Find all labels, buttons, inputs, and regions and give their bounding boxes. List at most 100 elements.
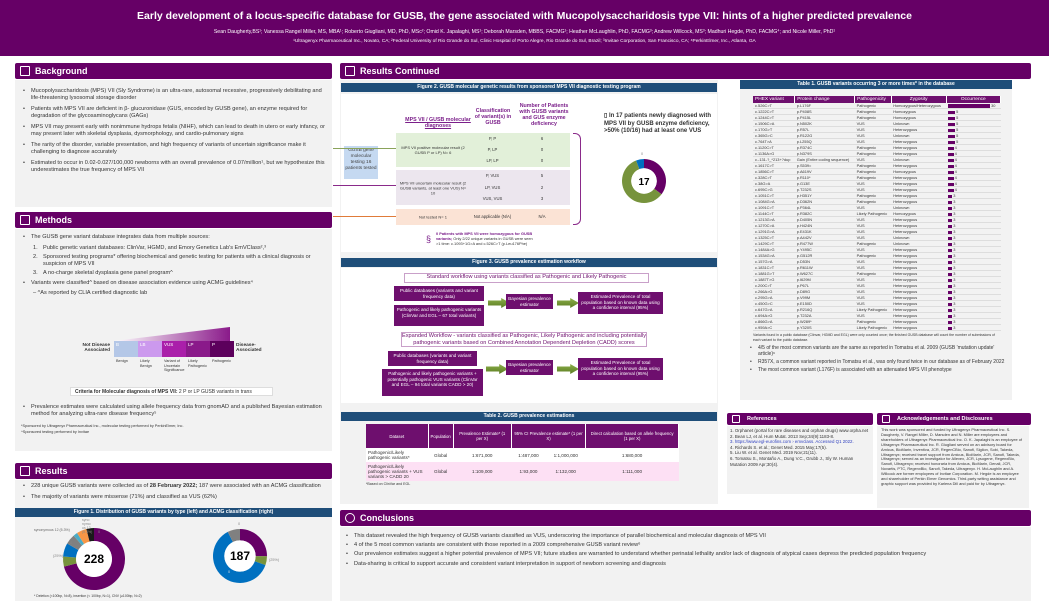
table-row: c.866G>A p.W289* Pathogenic Heterozygous 3 <box>753 318 1001 326</box>
cell: c.365G>C <box>753 132 795 140</box>
donut-segment <box>67 535 83 551</box>
scale-left-label: Not Disease Associated <box>82 343 110 353</box>
table-row: c.1270C>A p.H424N VUS Heterozygous 3 <box>753 222 1001 230</box>
cell: c.1213G>A <box>753 216 795 224</box>
cell: c.328C>T <box>753 174 795 182</box>
table-row: c.170G>T p.R57L VUS Heterozygous 5 <box>753 126 1001 134</box>
cell: Gain (Entire coding sequence) <box>794 156 855 164</box>
donut-segment <box>63 543 79 558</box>
donut-hole <box>224 540 256 572</box>
classification: VUS, VUS <box>482 196 503 202</box>
occurrence-cell: 5 <box>946 120 1001 128</box>
table-row: c.450G>C p.E150D VUS Heterozygous 3 <box>753 300 1001 308</box>
occurrence-cell: 3 <box>946 318 1001 326</box>
dna-icon: § <box>426 234 432 244</box>
bullet: This dataset revealed the high frequency… <box>344 533 1027 540</box>
cell: Pathogenic <box>854 144 892 152</box>
positive-group: MPS VII positive molecular result (2 GUS… <box>396 133 570 167</box>
occurrence-bar <box>948 326 953 331</box>
reference-link[interactable]: 3. https://www.egl-eurofins.com › emvcla… <box>730 439 854 445</box>
footnote: *Sponsored by Ultragenyx Pharmaceutical … <box>21 424 184 429</box>
callout-text: In 17 patients newly diagnosed with MPS … <box>604 113 711 134</box>
occurrence-cell: 30 <box>946 103 1001 110</box>
cell: Heterozygous <box>891 258 947 266</box>
occurrence-bar <box>948 290 953 295</box>
num: 3. <box>33 270 38 277</box>
group-label: MPS VII positive molecular result (2 GUS… <box>401 145 465 155</box>
num: 1. <box>33 244 38 251</box>
occurrence-value: 3 <box>953 265 956 271</box>
table1-note: Variants found in a public database (Cli… <box>753 333 995 342</box>
t: 228 unique GUSB variants were collected … <box>31 483 150 489</box>
section-title: Acknowledgements and Disclosures <box>897 416 993 422</box>
table-row: c.1881G>T p.W627C Pathogenic Heterozygous 3 <box>753 270 1001 278</box>
class-name: Pathogenic <box>212 359 231 363</box>
table-row: c.1617C>T p.S539= Pathogenic Heterozygous 4 <box>753 162 1001 170</box>
cell: p.R611W <box>794 264 855 272</box>
cell: VUS <box>854 138 892 146</box>
cell: p.A619V <box>794 168 855 176</box>
table-row: Pathogenic/Likely pathogenic variants* G… <box>366 448 679 462</box>
table-row: c.1120C>T p.R374C Pathogenic Heterozygous 4 <box>753 144 1001 152</box>
occurrence-value: 3 <box>953 313 956 319</box>
bullet: R357X, a common variant reported in Toma… <box>748 359 1010 366</box>
cell: c.1881G>T <box>753 270 795 278</box>
cell: Homozygous <box>891 168 947 176</box>
bullet: Mucopolysaccharidosis (MPS) VII (Sly Syn… <box>21 88 326 102</box>
cell: VUS <box>854 180 892 188</box>
cell: Unknown <box>891 240 947 248</box>
criteria-box: Criteria for Molecular diagnosis of MPS … <box>70 387 273 396</box>
cell: Pathogenic <box>854 270 892 278</box>
occurrence-bar <box>948 206 953 211</box>
donut-hole <box>76 541 112 577</box>
cell: VUS <box>854 246 892 254</box>
occurrence-cell: 3 <box>946 294 1001 302</box>
occurrence-bar <box>948 158 954 163</box>
acmg-class-p: P Pathogenic <box>210 341 234 373</box>
table-row: c.1144C>T p.R382C Likely Pathogenic Homozyg… <box>753 210 1001 218</box>
figure1-note: * Deletion (<100bp, N=8), insertion (< 1… <box>34 594 142 598</box>
cell: c.647G>A <box>753 306 795 314</box>
uncertain-group: MPS VII uncertain molecular result (2 GU… <box>396 170 570 205</box>
occurrence-cell: 4 <box>946 186 1001 194</box>
cell: Heterozygous <box>891 288 947 296</box>
donut-segment <box>254 556 267 566</box>
cell: 1:109,000 <box>472 469 493 474</box>
table-row: c.694A>G p.T232A VUS Heterozygous 3 <box>753 312 1001 320</box>
cell: VUS <box>854 120 892 128</box>
cell: VUS <box>854 126 892 134</box>
cell: c.1887T>G <box>753 276 795 284</box>
cell: Pathogenic <box>854 318 892 326</box>
occurrence-value: 3 <box>953 319 956 325</box>
cell: c.-131-?_*213+?dup <box>753 156 795 164</box>
cell: c.1534G>A <box>753 252 795 260</box>
cell: p.P67L <box>794 282 855 290</box>
table-row: c.526C>T p.L176F Pathogenic Homozygous/Hete… <box>753 103 1001 110</box>
text: Sponsored testing programs* offering bio… <box>43 253 311 268</box>
patient-count: 6 <box>540 135 544 141</box>
cell: c.200C>T <box>753 282 795 290</box>
cell: VUS <box>854 312 892 320</box>
occurrence-bar <box>948 302 953 307</box>
col-header: Protein change <box>794 96 856 103</box>
figure2-title: Figure 2. GUSB molecular genetic results… <box>341 83 717 92</box>
occurrence-value: 5 <box>956 121 959 127</box>
prevalence-table: Dataset Population Prevalence Estimate* … <box>366 424 679 481</box>
donut-segment <box>622 160 662 203</box>
table-row: c.647G>A p.R216Q Likely Pathogenic Heterozy… <box>753 306 1001 314</box>
bullet: The rarity of the disorder, variable pre… <box>21 142 326 156</box>
cell: Pathogenic <box>854 192 892 200</box>
classification: P, P <box>488 135 497 141</box>
class-code: B <box>114 341 138 357</box>
occurrence-value: 3 <box>953 199 956 205</box>
cell: Heterozygous <box>891 180 947 188</box>
reference: 5. Liu W. et al. Genet Med. 2019 Nov;21(… <box>730 450 817 456</box>
reference: 4. Richards S. et al.; Genet Med. 2015 M… <box>730 444 827 450</box>
occurrence-bar <box>948 320 953 325</box>
section-title: References <box>747 416 777 422</box>
cell: p.W289* <box>794 318 855 326</box>
occurrence-bar <box>948 104 991 108</box>
cell: VUS <box>854 132 892 140</box>
std-input-public: Public databases (variants and variant f… <box>394 286 484 301</box>
section-title: Conclusions <box>360 513 415 523</box>
